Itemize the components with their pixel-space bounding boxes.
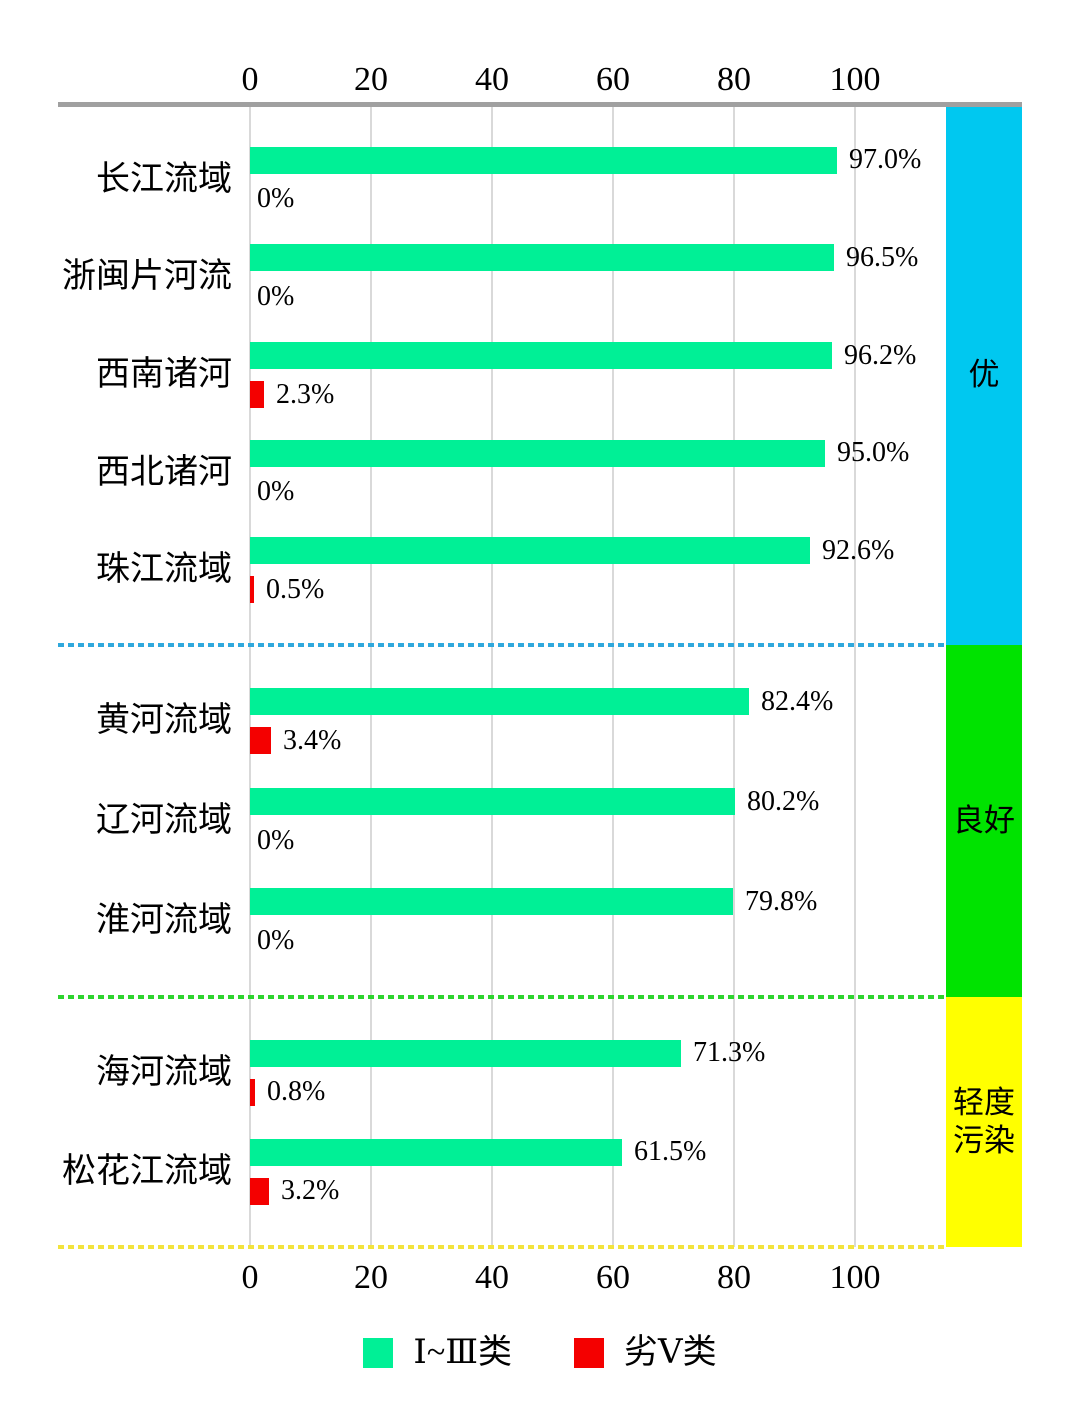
legend-label: Ⅰ~Ⅲ类 [413, 1336, 512, 1370]
section-divider [58, 1245, 946, 1249]
legend: Ⅰ~Ⅲ类 劣Ⅴ类 [10, 1336, 1070, 1370]
section-divider [58, 643, 946, 647]
legend-item: 劣Ⅴ类 [574, 1336, 717, 1370]
section-divider [58, 995, 946, 999]
legend-swatch-green [363, 1338, 393, 1368]
legend-label: 劣Ⅴ类 [624, 1336, 717, 1370]
legend-swatch-red [574, 1338, 604, 1368]
legend-item: Ⅰ~Ⅲ类 [363, 1336, 512, 1370]
x-axis-line [58, 102, 1022, 107]
river-basin-water-quality-chart: 020406080100 优良好轻度污染 长江流域97.0%0%浙闽片河流96.… [0, 0, 1080, 1426]
section-dividers [0, 0, 1080, 1426]
